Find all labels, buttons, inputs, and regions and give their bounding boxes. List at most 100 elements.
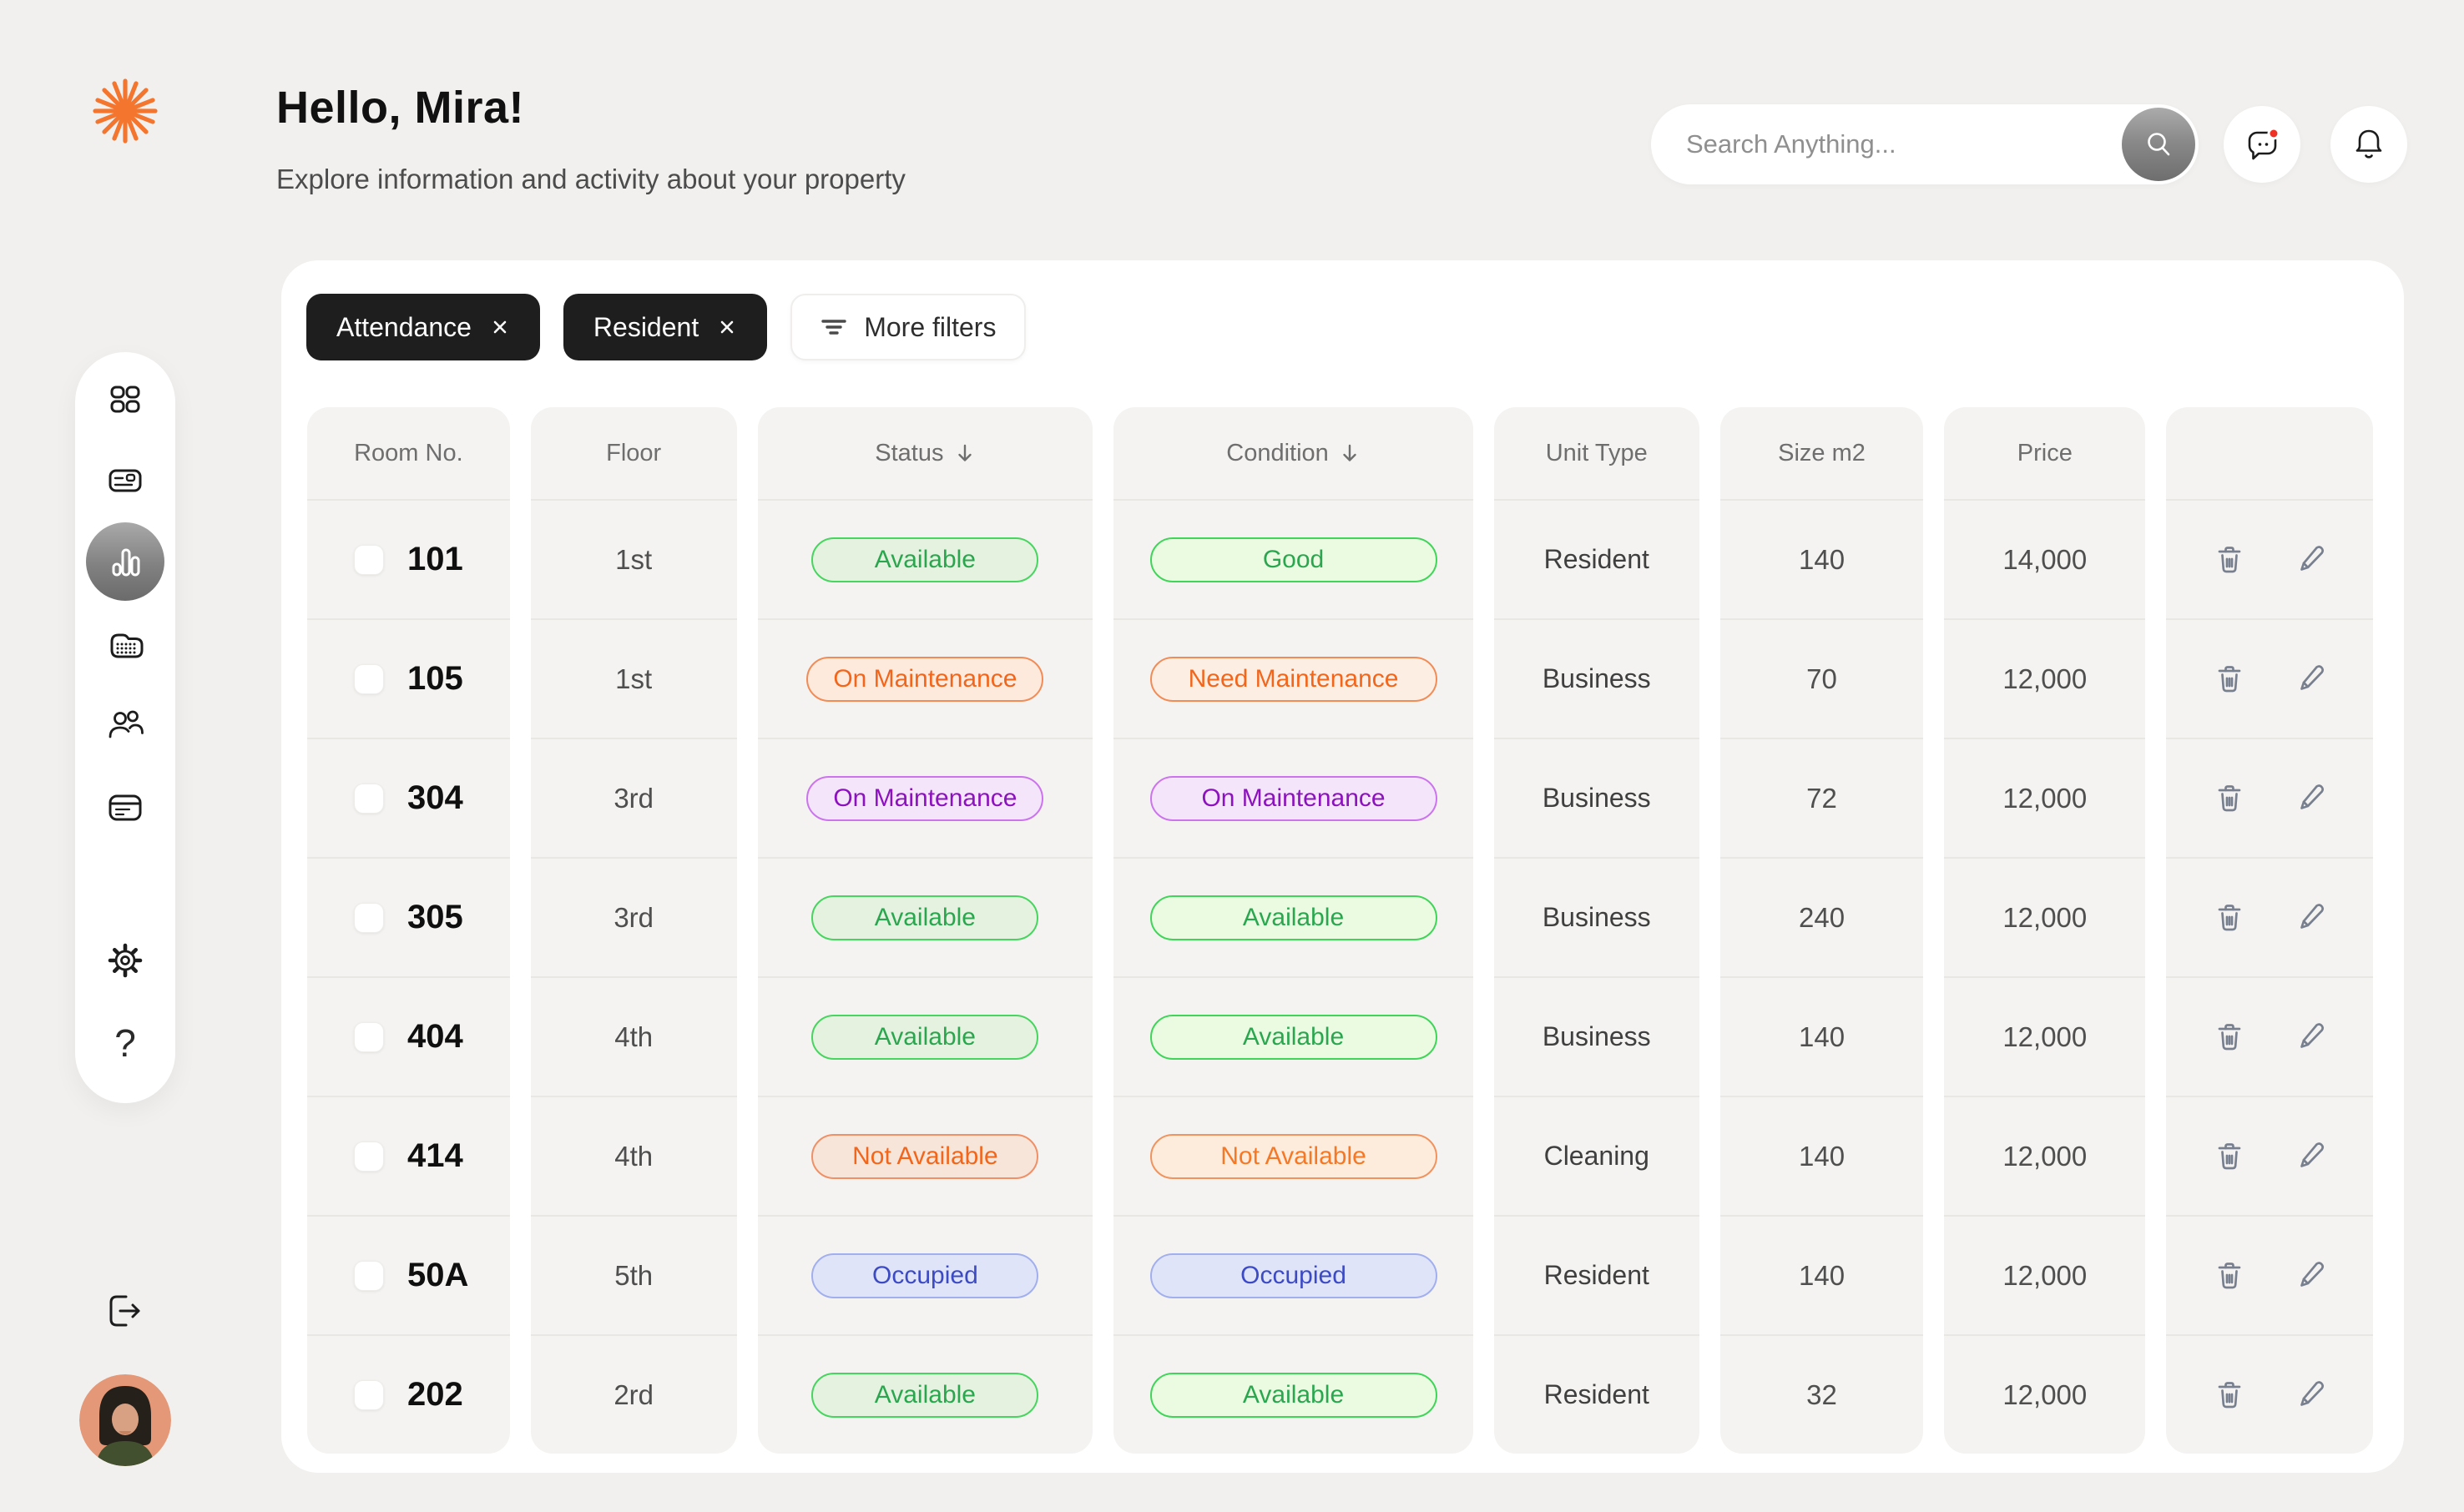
pencil-icon	[2300, 1022, 2325, 1048]
edit-button[interactable]	[2290, 1137, 2330, 1177]
delete-button[interactable]	[2209, 1017, 2249, 1057]
status-badge: Available	[811, 1372, 1039, 1418]
logout-button[interactable]	[104, 1289, 147, 1333]
edit-button[interactable]	[2290, 1256, 2330, 1296]
search-button[interactable]	[2122, 108, 2195, 181]
delete-button[interactable]	[2209, 898, 2249, 938]
cell-room: 414	[307, 1096, 510, 1215]
search-icon	[2148, 133, 2170, 156]
search-input[interactable]	[1651, 129, 2122, 159]
cell-condition: Occupied	[1113, 1215, 1473, 1334]
row-checkbox[interactable]	[354, 1379, 384, 1410]
cell-floor: 1st	[530, 499, 737, 618]
cell-size: 140	[1719, 499, 1924, 618]
cell-text: 4th	[614, 1021, 654, 1052]
row-checkbox[interactable]	[354, 663, 384, 694]
cell-text: 3rd	[613, 782, 654, 814]
condition-badge: Available	[1149, 1014, 1437, 1060]
delete-button[interactable]	[2209, 1137, 2249, 1177]
sidebar-item-schedule[interactable]	[100, 783, 150, 833]
cell-condition: Available	[1113, 857, 1473, 976]
cell-room: 304	[307, 738, 510, 857]
column-room: Room No. 101 105 304 305 404 414 50A 202	[307, 407, 510, 1454]
condition-badge: Occupied	[1149, 1252, 1437, 1298]
edit-button[interactable]	[2290, 1375, 2330, 1415]
row-checkbox[interactable]	[354, 1141, 384, 1172]
sidebar-item-cards[interactable]	[100, 456, 150, 506]
avatar[interactable]	[79, 1374, 171, 1466]
sidebar-item-property[interactable]	[100, 619, 150, 669]
cell-text: 4th	[614, 1140, 654, 1172]
sort-down-icon	[1343, 444, 1356, 461]
sidebar-item-analytics[interactable]	[86, 522, 164, 601]
cell-text: 140	[1798, 543, 1845, 575]
column-header-status[interactable]: Status	[758, 407, 1093, 499]
cell-room: 101	[307, 499, 510, 618]
delete-button[interactable]	[2209, 659, 2249, 699]
cell-actions	[2166, 499, 2373, 618]
pencil-icon	[2300, 664, 2325, 690]
delete-button[interactable]	[2209, 540, 2249, 580]
status-badge: On Maintenance	[806, 656, 1044, 702]
cell-size: 70	[1719, 618, 1924, 738]
cell-text: 12,000	[2002, 1140, 2088, 1172]
row-checkbox[interactable]	[354, 1260, 384, 1291]
chat-button[interactable]	[2224, 106, 2300, 183]
edit-button[interactable]	[2290, 659, 2330, 699]
column-header-size: Size m2	[1720, 407, 1924, 499]
delete-button[interactable]	[2209, 1256, 2249, 1296]
sidebar-item-residents[interactable]	[100, 700, 150, 750]
condition-badge: Good	[1149, 537, 1437, 582]
more-filters-button[interactable]: More filters	[790, 294, 1027, 360]
cell-text: 240	[1798, 901, 1845, 933]
row-checkbox[interactable]	[354, 544, 384, 575]
cell-unit_type: Resident	[1493, 1215, 1699, 1334]
cell-price: 14,000	[1944, 499, 2146, 618]
cell-text: 12,000	[2002, 1259, 2088, 1291]
cell-text: Resident	[1543, 1260, 1649, 1290]
condition-badge: On Maintenance	[1149, 775, 1437, 821]
delete-button[interactable]	[2209, 779, 2249, 819]
row-checkbox[interactable]	[354, 783, 384, 814]
row-checkbox[interactable]	[354, 1021, 384, 1052]
cell-actions	[2166, 1096, 2373, 1215]
status-badge: Occupied	[811, 1252, 1039, 1298]
delete-button[interactable]	[2209, 1375, 2249, 1415]
row-checkbox[interactable]	[354, 902, 384, 933]
cell-room: 105	[307, 618, 510, 738]
condition-badge: Available	[1149, 895, 1437, 940]
column-unit_type: Unit Type Resident Business Business Busines…	[1493, 407, 1699, 1454]
cell-room: 202	[307, 1334, 510, 1454]
edit-button[interactable]	[2290, 898, 2330, 938]
chat-icon	[2248, 127, 2280, 160]
trash-icon	[2218, 1023, 2241, 1050]
column-header-condition[interactable]: Condition	[1113, 407, 1473, 499]
cell-status: Not Available	[757, 1096, 1093, 1215]
cell-text: Business	[1542, 663, 1651, 693]
sidebar-item-help[interactable]: ?	[100, 1018, 150, 1068]
filter-chip-resident[interactable]: Resident	[563, 294, 768, 360]
filter-icon	[821, 320, 846, 335]
notifications-button[interactable]	[2330, 106, 2407, 183]
edit-button[interactable]	[2290, 779, 2330, 819]
cell-unit_type: Business	[1493, 738, 1699, 857]
card-icon	[109, 469, 142, 492]
pencil-icon	[2300, 903, 2325, 929]
filter-chip-attendance[interactable]: Attendance	[306, 294, 540, 360]
trash-icon	[2218, 665, 2241, 692]
column-size: Size m2 140 70 72 240 140 140 140 32	[1719, 407, 1924, 1454]
cell-text: 12,000	[2002, 782, 2088, 814]
close-icon[interactable]	[717, 317, 737, 337]
content-card: Attendance Resident More filters Room No…	[281, 260, 2404, 1473]
sidebar-item-settings[interactable]	[100, 935, 150, 985]
column-header-unit_type: Unit Type	[1494, 407, 1699, 499]
edit-button[interactable]	[2290, 540, 2330, 580]
close-icon[interactable]	[490, 317, 510, 337]
help-icon: ?	[114, 1021, 136, 1065]
sidebar-item-dashboard[interactable]	[100, 375, 150, 425]
cell-unit_type: Business	[1493, 857, 1699, 976]
cell-text: 12,000	[2002, 1378, 2088, 1410]
cell-condition: Good	[1113, 499, 1473, 618]
edit-button[interactable]	[2290, 1017, 2330, 1057]
bar-chart-icon	[112, 548, 140, 577]
